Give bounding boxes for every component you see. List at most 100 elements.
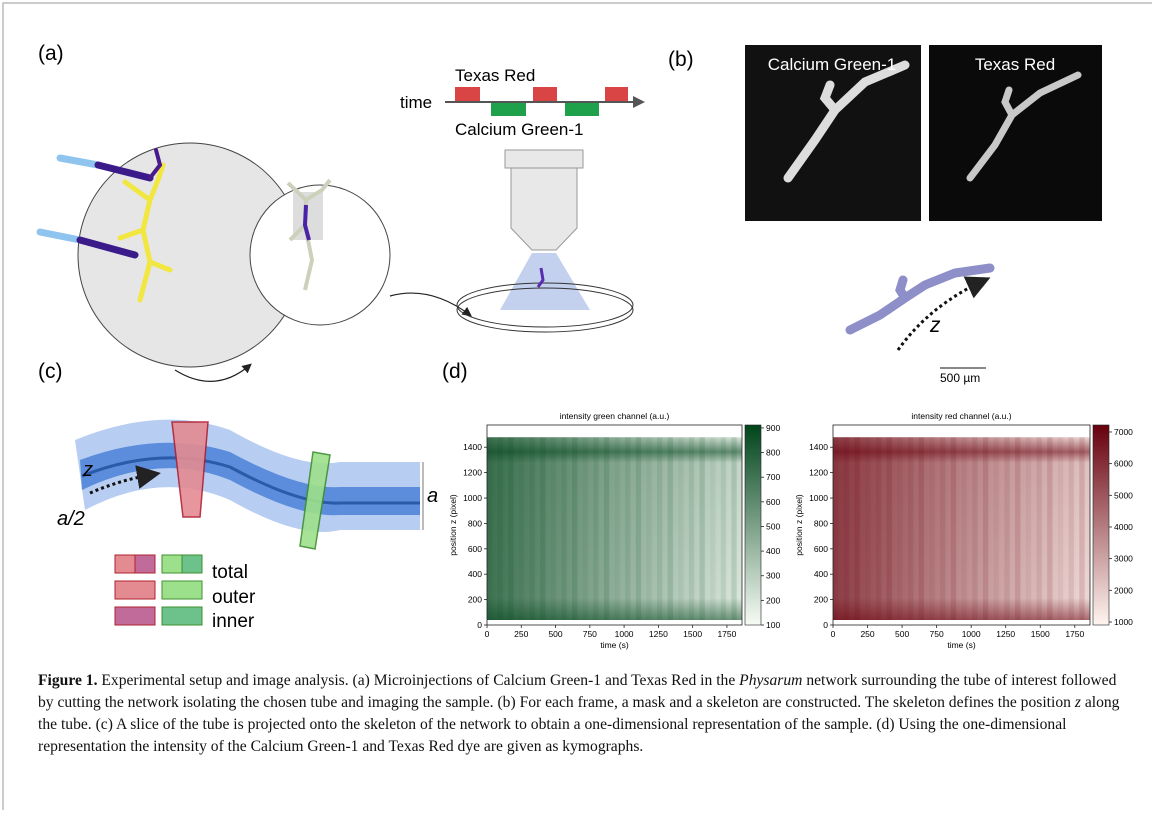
axis-label: z bbox=[82, 459, 93, 481]
kymograph-stripe bbox=[582, 437, 588, 620]
y-tick-label: 800 bbox=[814, 518, 828, 528]
z-arrow bbox=[896, 276, 991, 351]
y-tick-label: 800 bbox=[468, 518, 482, 528]
y-axis-label: position z (pixel) bbox=[448, 494, 458, 556]
kymograph-stripe bbox=[1025, 437, 1032, 620]
image-title: Calcium Green-1 bbox=[768, 55, 897, 74]
x-tick-label: 250 bbox=[514, 629, 528, 639]
x-tick-label: 1500 bbox=[1031, 629, 1050, 639]
kymograph-stripe bbox=[635, 437, 642, 620]
microscope bbox=[456, 149, 634, 333]
kymograph-stripe bbox=[529, 437, 535, 620]
kymograph-stripe bbox=[678, 437, 684, 620]
kymograph-stripe bbox=[961, 437, 967, 620]
colorbar-tick-label: 1000 bbox=[1114, 617, 1133, 627]
kymograph-stripe bbox=[940, 437, 946, 620]
colorbar-tick-label: 3000 bbox=[1114, 554, 1133, 564]
x-tick-label: 750 bbox=[930, 629, 944, 639]
kymograph-stripe bbox=[550, 437, 557, 620]
tube-image bbox=[966, 71, 1082, 182]
kymograph-stripe bbox=[918, 437, 925, 620]
x-axis-label: time (s) bbox=[947, 640, 976, 650]
y-tick-label: 1400 bbox=[463, 442, 482, 452]
panel-label: (b) bbox=[668, 48, 694, 71]
kymograph-stripe bbox=[886, 437, 892, 620]
kymograph-stripe bbox=[950, 437, 957, 620]
x-tick-label: 750 bbox=[583, 629, 597, 639]
kymograph-stripe bbox=[1079, 437, 1085, 620]
colorbar-tick-label: 5000 bbox=[1114, 490, 1133, 500]
kymograph-stripe bbox=[688, 437, 695, 620]
colorbar-tick-label: 600 bbox=[766, 497, 780, 507]
y-tick-label: 1000 bbox=[463, 493, 482, 503]
tube bbox=[302, 204, 311, 241]
chart-title: intensity red channel (a.u.) bbox=[911, 411, 1011, 421]
kymograph-stripe bbox=[1004, 437, 1010, 620]
network bbox=[117, 162, 173, 303]
x-axis-label: time (s) bbox=[600, 640, 629, 650]
x-tick-label: 1750 bbox=[1065, 629, 1084, 639]
needles bbox=[36, 148, 163, 259]
kymograph-stripe bbox=[720, 437, 727, 620]
dye-label: Calcium Green-1 bbox=[455, 120, 584, 139]
kymograph-stripe bbox=[897, 437, 903, 620]
colorbar-tick-label: 500 bbox=[766, 521, 780, 531]
y-tick-label: 600 bbox=[468, 544, 482, 554]
x-tick-label: 1500 bbox=[683, 629, 702, 639]
kymograph-stripe bbox=[731, 437, 737, 620]
y-tick-label: 1400 bbox=[809, 442, 828, 452]
y-tick-label: 1200 bbox=[809, 468, 828, 478]
x-tick-label: 1250 bbox=[649, 629, 668, 639]
caption-text: network surrounding the tube of interest… bbox=[38, 672, 1117, 711]
kymograph-stripe bbox=[614, 437, 620, 620]
caption: Figure 1. Experimental setup and image a… bbox=[38, 670, 1128, 758]
axes-frame bbox=[832, 424, 1091, 626]
kymograph-stripe bbox=[929, 437, 935, 620]
colorbar-tick-label: 6000 bbox=[1114, 459, 1133, 469]
kymograph bbox=[833, 437, 1090, 620]
colorbar-tick-label: 900 bbox=[766, 423, 780, 433]
caption-italic: z bbox=[1074, 694, 1081, 711]
colorbar-tick-label: 4000 bbox=[1114, 522, 1133, 532]
caption-text: Experimental setup and image analysis. (… bbox=[97, 672, 740, 689]
colorbar-tick-label: 300 bbox=[766, 571, 780, 581]
colorbar-tick-label: 200 bbox=[766, 595, 780, 605]
y-tick-label: 1200 bbox=[463, 468, 482, 478]
tube-schematic bbox=[75, 419, 424, 550]
kymograph-stripe bbox=[603, 437, 610, 620]
image-title: Texas Red bbox=[975, 55, 1055, 74]
legend-label: outer bbox=[212, 587, 256, 608]
arrow bbox=[389, 292, 472, 317]
caption-label: Figure 1. bbox=[38, 672, 98, 689]
axis-label: z bbox=[929, 314, 941, 337]
y-tick-label: 200 bbox=[814, 595, 828, 605]
x-tick-label: 0 bbox=[831, 629, 836, 639]
kymograph-stripe bbox=[710, 437, 716, 620]
arrow bbox=[174, 363, 252, 382]
y-axis-label: position z (pixel) bbox=[794, 494, 804, 556]
colorbar-tick-label: 7000 bbox=[1114, 427, 1133, 437]
y-tick-label: 400 bbox=[814, 569, 828, 579]
colorbar-tick-label: 700 bbox=[766, 472, 780, 482]
kymograph-stripe bbox=[593, 437, 599, 620]
kymograph-stripe bbox=[657, 437, 663, 620]
dye-label: Texas Red bbox=[455, 66, 535, 85]
kymograph-stripe bbox=[561, 437, 567, 620]
x-tick-label: 1000 bbox=[615, 629, 634, 639]
y-tick-label: 0 bbox=[477, 620, 482, 630]
kymograph-stripe bbox=[508, 437, 514, 620]
kymograph-stripe bbox=[1057, 437, 1064, 620]
tube-mask bbox=[845, 263, 995, 335]
panel-label: (a) bbox=[38, 42, 64, 65]
colorbar-tick-label: 800 bbox=[766, 448, 780, 458]
kymograph-stripe bbox=[875, 437, 882, 620]
kymograph-stripe bbox=[865, 437, 871, 620]
colorbar bbox=[744, 424, 762, 626]
kymograph-stripe bbox=[833, 437, 839, 620]
z-arrow bbox=[89, 465, 161, 495]
caption-text: along the tube. (c) A slice of the tube … bbox=[38, 694, 1120, 755]
chart-title: intensity green channel (a.u.) bbox=[560, 411, 670, 421]
kymograph-stripe bbox=[625, 437, 631, 620]
dimension-label: a/2 bbox=[57, 508, 85, 530]
